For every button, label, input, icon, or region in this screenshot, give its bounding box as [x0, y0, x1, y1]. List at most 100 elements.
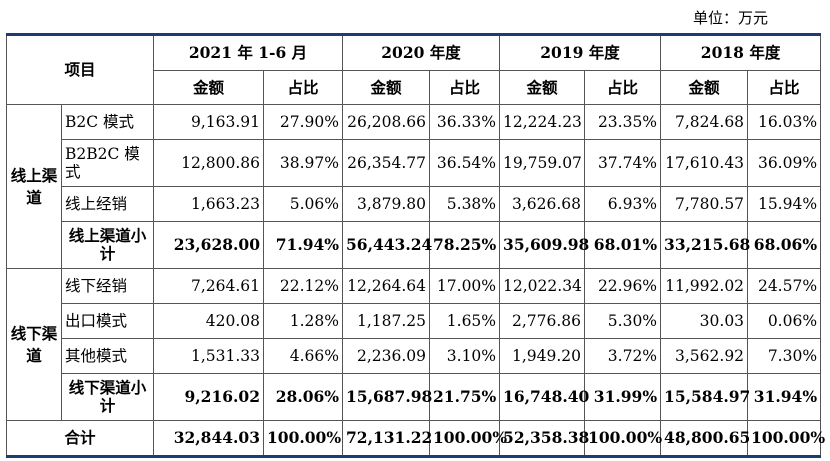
- amount-cell: 7,780.57: [660, 186, 749, 222]
- amount-cell: 7,264.61: [153, 268, 265, 304]
- amount-cell: 33,215.68: [660, 221, 750, 269]
- amount-cell: 420.08: [153, 303, 265, 339]
- amount-cell: 48,800.65: [660, 420, 750, 458]
- ratio-cell: 36.09%: [747, 139, 822, 187]
- ratio-cell: 31.94%: [747, 373, 822, 421]
- ratio-cell: 7.30%: [747, 338, 822, 374]
- ratio-cell: 17.00%: [429, 268, 501, 304]
- amount-cell: 1,187.25: [342, 303, 431, 339]
- header-ratio: 占比: [429, 70, 501, 105]
- ratio-cell: 100.00%: [429, 420, 507, 458]
- amount-cell: 3,879.80: [342, 186, 431, 222]
- amount-cell: 11,992.02: [660, 268, 749, 304]
- amount-cell: 1,949.20: [499, 338, 586, 374]
- amount-cell: 2,776.86: [499, 303, 586, 339]
- ratio-cell: 38.97%: [263, 139, 344, 187]
- amount-cell: 17,610.43: [660, 139, 749, 187]
- ratio-cell: 22.12%: [263, 268, 344, 304]
- row-label: 出口模式: [60, 303, 155, 339]
- ratio-cell: 5.38%: [429, 186, 501, 222]
- header-amount: 金额: [660, 70, 749, 105]
- ratio-cell: 68.06%: [747, 221, 822, 269]
- amount-cell: 52,358.38: [499, 420, 589, 458]
- amount-cell: 7,824.68: [660, 104, 749, 140]
- amount-cell: 9,216.02: [153, 373, 265, 421]
- ratio-cell: 21.75%: [429, 373, 501, 421]
- amount-cell: 12,264.64: [342, 268, 431, 304]
- row-label: 线下经销: [60, 268, 155, 304]
- ratio-cell: 100.00%: [263, 420, 344, 458]
- amount-cell: 35,609.98: [499, 221, 589, 269]
- ratio-cell: 1.28%: [263, 303, 344, 339]
- ratio-cell: 3.10%: [429, 338, 501, 374]
- amount-cell: 1,531.33: [153, 338, 265, 374]
- header-ratio: 占比: [584, 70, 662, 105]
- subtotal-label: 线下渠道小计: [60, 373, 155, 421]
- ratio-cell: 71.94%: [263, 221, 344, 269]
- amount-cell: 1,663.23: [153, 186, 265, 222]
- online-subtotal-row: 线上渠道小计 23,628.00 71.94% 56,443.24 78.25% 35,6…: [7, 221, 822, 269]
- amount-cell: 56,443.24: [342, 221, 432, 269]
- ratio-cell: 5.30%: [584, 303, 662, 339]
- total-row: 合计 32,844.03 100.00% 72,131.22 100.00% 52,358…: [5, 420, 825, 458]
- revenue-by-channel-table: 项目 2021 年 1-6 月 2020 年度 2019 年度 2018 年度 金额 占比金…: [5, 33, 825, 458]
- table-row: 线下渠道 线下经销 7,264.61 22.12% 12,264.64 17.00% 12,…: [6, 268, 822, 421]
- header-amount: 金额: [499, 70, 586, 105]
- ratio-cell: 23.35%: [584, 104, 662, 140]
- subtotal-label: 线上渠道小计: [60, 221, 155, 269]
- amount-cell: 2,236.09: [342, 338, 431, 374]
- amount-cell: 26,208.66: [342, 104, 431, 140]
- offline-subtotal-row: 线下渠道小计 9,216.02 28.06% 15,687.98 21.75% 16,74…: [7, 373, 822, 421]
- header-item: 项目: [5, 33, 155, 105]
- amount-cell: 12,022.34: [499, 268, 586, 304]
- row-label: 线上经销: [60, 186, 155, 222]
- offline-group-label: 线下渠道: [6, 268, 62, 421]
- unit-label: 单位：万元: [692, 9, 768, 27]
- ratio-cell: 22.96%: [584, 268, 662, 304]
- header-period: 2021 年 1-6 月: [153, 33, 344, 71]
- table-row: 线上渠道 B2C 模式 9,163.91 27.90% 26,208.66 36.33% 1…: [6, 104, 822, 269]
- ratio-cell: 100.00%: [747, 420, 825, 458]
- ratio-cell: 24.57%: [747, 268, 822, 304]
- amount-cell: 3,626.68: [499, 186, 586, 222]
- ratio-cell: 28.06%: [263, 373, 344, 421]
- ratio-cell: 31.99%: [584, 373, 662, 421]
- header-period: 2020 年度: [342, 33, 501, 71]
- amount-cell: 30.03: [660, 303, 749, 339]
- amount-cell: 12,224.23: [499, 104, 586, 140]
- ratio-cell: 15.94%: [747, 186, 822, 222]
- row-label: B2B2C 模式: [60, 139, 155, 187]
- ratio-cell: 68.01%: [584, 221, 662, 269]
- header-row-metrics: 金额 占比 金额 占比 金额 占比 金额 占比: [7, 70, 822, 105]
- amount-cell: 72,131.22: [342, 420, 432, 458]
- header-ratio: 占比: [747, 70, 822, 105]
- ratio-cell: 27.90%: [263, 104, 344, 140]
- amount-cell: 26,354.77: [342, 139, 431, 187]
- header-amount: 金额: [342, 70, 431, 105]
- amount-cell: 15,584.97: [660, 373, 750, 421]
- table-row: 线上经销 1,663.23 5.06% 3,879.80 5.38% 3,626.68 6.…: [7, 186, 822, 222]
- row-label: 其他模式: [60, 338, 155, 374]
- ratio-cell: 6.93%: [584, 186, 662, 222]
- ratio-cell: 78.25%: [429, 221, 501, 269]
- table-row: 出口模式 420.08 1.28% 1,187.25 1.65% 2,776.86 5.30…: [7, 303, 822, 339]
- ratio-cell: 100.00%: [584, 420, 662, 458]
- ratio-cell: 3.72%: [584, 338, 662, 374]
- header-amount: 金额: [153, 70, 265, 105]
- ratio-cell: 36.33%: [429, 104, 501, 140]
- table-row: B2B2C 模式 12,800.86 38.97% 26,354.77 36.54% 19…: [7, 139, 822, 187]
- ratio-cell: 0.06%: [747, 303, 822, 339]
- total-label: 合计: [5, 420, 155, 458]
- amount-cell: 15,687.98: [342, 373, 432, 421]
- ratio-cell: 36.54%: [429, 139, 501, 187]
- ratio-cell: 16.03%: [747, 104, 822, 140]
- amount-cell: 12,800.86: [153, 139, 265, 187]
- header-period: 2018 年度: [660, 33, 822, 71]
- ratio-cell: 5.06%: [263, 186, 344, 222]
- online-group-label: 线上渠道: [6, 104, 62, 269]
- amount-cell: 3,562.92: [660, 338, 749, 374]
- amount-cell: 16,748.40: [499, 373, 589, 421]
- header-row-periods: 项目 2021 年 1-6 月 2020 年度 2019 年度 2018 年度: [5, 33, 822, 105]
- amount-cell: 9,163.91: [153, 104, 265, 140]
- amount-cell: 19,759.07: [499, 139, 586, 187]
